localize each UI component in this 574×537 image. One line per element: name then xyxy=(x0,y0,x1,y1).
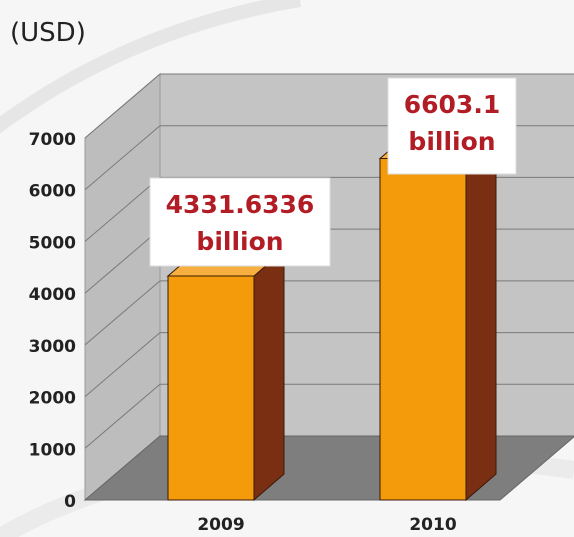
y-axis: 0 1000 2000 3000 4000 5000 6000 7000 xyxy=(29,130,76,512)
bar-side xyxy=(253,248,285,502)
y-tick-label: 1000 xyxy=(29,440,76,460)
gridline xyxy=(84,228,161,294)
bar-2010 xyxy=(378,131,498,502)
data-label-unit: billion xyxy=(196,227,283,256)
y-tick-label: 2000 xyxy=(29,389,76,409)
data-label-2010: 6603.1 billion xyxy=(387,77,517,175)
data-label-value: 4331.6336 xyxy=(166,190,315,219)
y-tick-label: 7000 xyxy=(29,130,76,150)
gridline xyxy=(84,332,161,397)
gridline xyxy=(84,280,161,346)
y-tick-label: 3000 xyxy=(29,337,76,357)
floor xyxy=(83,435,574,501)
data-label-box xyxy=(149,177,331,267)
data-label-value: 6603.1 xyxy=(404,90,500,119)
y-tick-label: 0 xyxy=(64,492,76,512)
side-wall xyxy=(84,72,161,502)
background-swoosh xyxy=(0,0,302,134)
gridline xyxy=(84,125,161,191)
y-tick-label: 4000 xyxy=(29,285,76,305)
x-tick-label: 2009 xyxy=(197,515,244,535)
y-axis-unit-label: (USD) xyxy=(10,18,86,48)
bar-side xyxy=(465,131,497,502)
data-label-2009: 4331.6336 billion xyxy=(149,177,331,267)
x-tick-label: 2010 xyxy=(409,515,456,535)
gridline xyxy=(84,177,161,242)
y-tick-label: 6000 xyxy=(29,182,76,202)
bar-front xyxy=(167,275,255,501)
data-label-box xyxy=(387,77,517,175)
gridline xyxy=(84,73,161,139)
bar-2009 xyxy=(166,248,286,502)
data-label-unit: billion xyxy=(408,127,495,156)
y-tick-label: 5000 xyxy=(29,233,76,253)
gridline xyxy=(84,383,161,449)
bar-front xyxy=(379,158,467,501)
